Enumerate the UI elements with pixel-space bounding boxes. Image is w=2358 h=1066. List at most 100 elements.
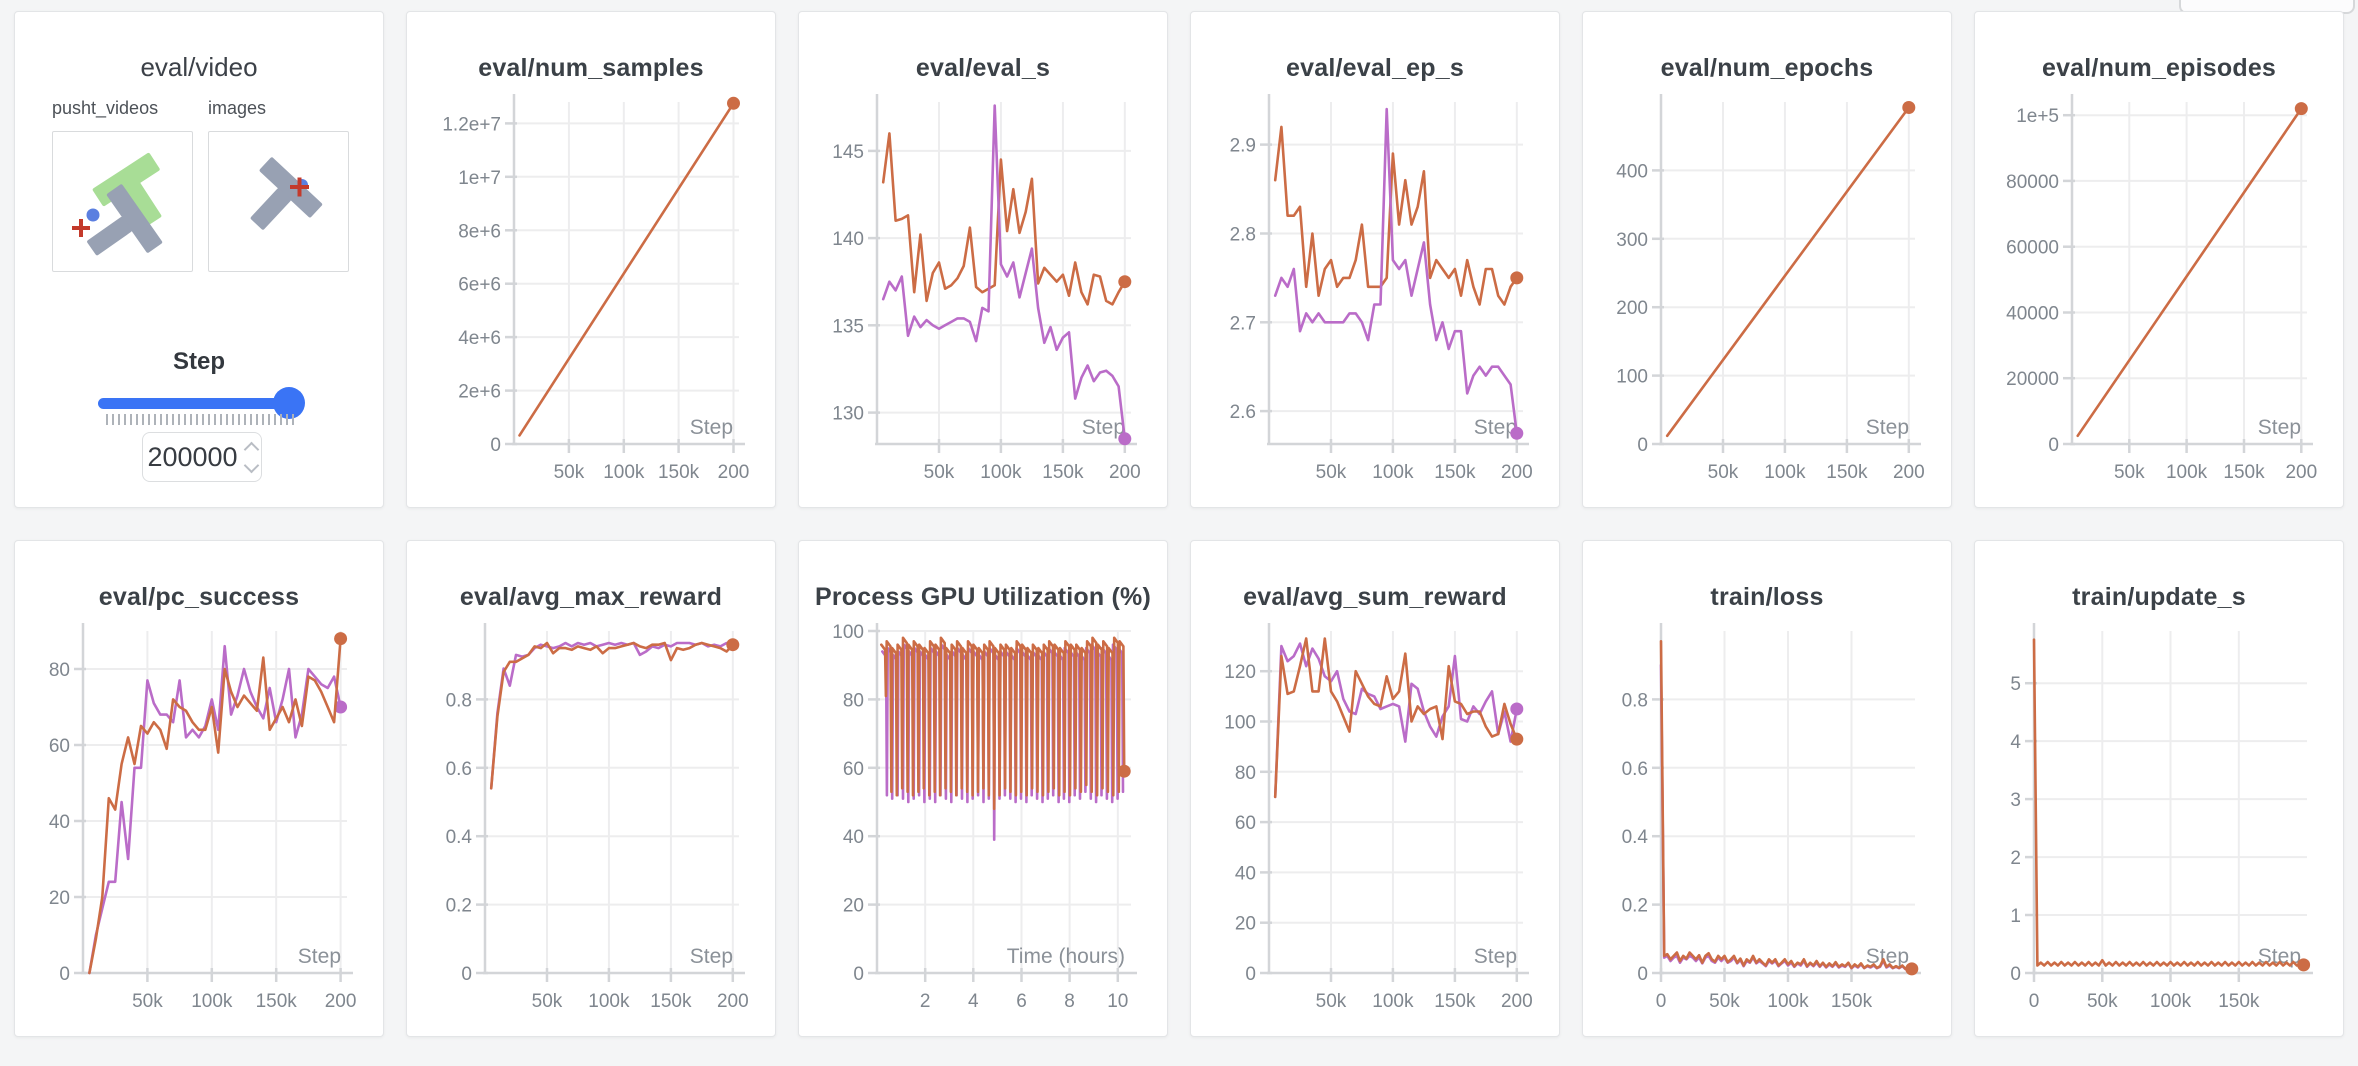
svg-text:0: 0 xyxy=(1637,964,1648,985)
chart-title: eval/num_episodes xyxy=(2041,54,2277,82)
svg-text:50k: 50k xyxy=(1316,462,1347,483)
svg-text:150k: 150k xyxy=(1831,991,1873,1012)
svg-text:100: 100 xyxy=(832,622,864,643)
svg-text:5: 5 xyxy=(2010,674,2021,695)
svg-text:0: 0 xyxy=(59,964,70,985)
chart-panel-eval-num-samples[interactable]: eval/num_samples 50k 100k 150k 200 0 2e+6 4e+6… xyxy=(406,11,776,508)
chart-panel-process-gpu-utilization[interactable]: Process GPU Utilization (%) 2 4 6 8 10 0 20 40 6… xyxy=(798,540,1168,1037)
svg-text:80: 80 xyxy=(49,660,70,681)
svg-text:50k: 50k xyxy=(2114,462,2145,483)
svg-text:100k: 100k xyxy=(2166,462,2208,483)
stepper-down-icon[interactable] xyxy=(243,457,259,473)
media-key-label: pusht_videos xyxy=(52,98,159,118)
media-key-label: images xyxy=(208,98,267,118)
svg-text:200: 200 xyxy=(2285,462,2317,483)
chart-plot: 0 50k 100k 150k 0 1 2 3 4 5 Step xyxy=(2010,623,2313,1012)
step-number-input[interactable]: 200000 xyxy=(142,432,262,482)
chart-panel-eval-num-epochs[interactable]: eval/num_epochs 50k 100k 150k 200 0 100 200 300… xyxy=(1582,11,1952,508)
chart-plot: 50k 100k 150k 200 0 20 40 60 80 Step xyxy=(49,623,356,1012)
svg-text:300: 300 xyxy=(1616,230,1648,251)
panel-eval-video[interactable]: eval/video pusht_videos images xyxy=(14,11,384,508)
video-thumbnail-pusht[interactable] xyxy=(52,131,193,272)
svg-text:4: 4 xyxy=(968,991,979,1012)
chart-panel-eval-num-episodes[interactable]: eval/num_episodes 50k 100k 150k 200 0 20000 40… xyxy=(1974,11,2344,508)
svg-text:150k: 150k xyxy=(1434,991,1476,1012)
chart-panel-train-loss[interactable]: train/loss 0 50k 100k 150k 0 0.2 0.4 0.6 0.8 Step xyxy=(1582,540,1952,1037)
svg-text:140: 140 xyxy=(832,229,864,250)
chart-plot: 50k 100k 150k 200 0 100 200 300 400 Step xyxy=(1616,94,1925,483)
svg-text:100k: 100k xyxy=(191,991,233,1012)
svg-text:8e+6: 8e+6 xyxy=(458,221,501,242)
svg-text:100k: 100k xyxy=(1764,462,1806,483)
svg-text:50k: 50k xyxy=(554,462,585,483)
chart-plot: 50k 100k 150k 200 0 20000 40000 60000 80000 1e+5 S… xyxy=(2006,94,2317,483)
svg-text:60000: 60000 xyxy=(2006,238,2059,259)
svg-text:1.2e+7: 1.2e+7 xyxy=(442,114,501,135)
chart-title: eval/eval_ep_s xyxy=(1286,54,1464,82)
stepper-up-icon[interactable] xyxy=(243,441,259,457)
svg-text:0: 0 xyxy=(2029,991,2040,1012)
svg-text:0: 0 xyxy=(2010,964,2021,985)
svg-text:10: 10 xyxy=(1107,991,1128,1012)
svg-text:2.9: 2.9 xyxy=(1230,136,1256,157)
svg-text:100k: 100k xyxy=(2150,991,2192,1012)
chart-title: train/loss xyxy=(1710,583,1824,611)
chart-panel-train-update-s[interactable]: train/update_s 0 50k 100k 150k 0 1 2 3 4 5 Step xyxy=(1974,540,2344,1037)
svg-text:80: 80 xyxy=(843,690,864,711)
svg-text:150k: 150k xyxy=(658,462,700,483)
svg-text:200: 200 xyxy=(1616,298,1648,319)
svg-text:200: 200 xyxy=(718,462,750,483)
step-slider-label: Step xyxy=(172,348,225,375)
svg-text:150k: 150k xyxy=(650,991,692,1012)
panel-grid: eval/video pusht_videos images xyxy=(14,11,2344,1037)
svg-text:Step: Step xyxy=(1474,416,1517,439)
svg-text:150k: 150k xyxy=(256,991,298,1012)
svg-text:150k: 150k xyxy=(1826,462,1868,483)
svg-text:20: 20 xyxy=(49,888,70,909)
svg-text:20: 20 xyxy=(1235,914,1256,935)
svg-text:0.2: 0.2 xyxy=(446,896,472,917)
step-slider-thumb[interactable] xyxy=(272,387,305,419)
svg-text:40: 40 xyxy=(49,812,70,833)
svg-text:50k: 50k xyxy=(1316,991,1347,1012)
svg-text:50k: 50k xyxy=(924,462,955,483)
step-slider-track[interactable] xyxy=(98,398,303,409)
chart-plot: 50k 100k 150k 200 130 135 140 145 Step xyxy=(832,94,1141,483)
svg-text:50k: 50k xyxy=(2087,991,2118,1012)
chart-panel-eval-avg-sum-reward[interactable]: eval/avg_sum_reward 50k 100k 150k 200 0 20 40 6… xyxy=(1190,540,1560,1037)
svg-text:80: 80 xyxy=(1235,763,1256,784)
chart-panel-eval-eval-ep-s[interactable]: eval/eval_ep_s 50k 100k 150k 200 2.6 2.7 2.8 2.… xyxy=(1190,11,1560,508)
svg-text:Step: Step xyxy=(1866,945,1909,968)
svg-text:400: 400 xyxy=(1616,161,1648,182)
chart-plot: 0 50k 100k 150k 0 0.2 0.4 0.6 0.8 Step xyxy=(1622,623,1921,1012)
chart-title: train/update_s xyxy=(2072,583,2246,611)
svg-text:1e+7: 1e+7 xyxy=(458,168,501,189)
svg-text:Step: Step xyxy=(1474,945,1517,968)
svg-text:0.8: 0.8 xyxy=(446,690,472,711)
svg-text:130: 130 xyxy=(832,404,864,425)
svg-text:0.2: 0.2 xyxy=(1622,896,1648,917)
chart-panel-eval-eval-s[interactable]: eval/eval_s 50k 100k 150k 200 130 135 140 145 St… xyxy=(798,11,1168,508)
svg-text:200: 200 xyxy=(1893,462,1925,483)
svg-text:Step: Step xyxy=(1866,416,1909,439)
video-thumbnail-images[interactable] xyxy=(208,131,349,272)
svg-text:40: 40 xyxy=(843,827,864,848)
svg-text:100k: 100k xyxy=(1372,991,1414,1012)
chart-panel-eval-pc-success[interactable]: eval/pc_success 50k 100k 150k 200 0 20 40 60 80 S… xyxy=(14,540,384,1037)
number-stepper[interactable] xyxy=(243,441,259,473)
svg-text:2: 2 xyxy=(2010,848,2021,869)
svg-text:100k: 100k xyxy=(1767,991,1809,1012)
chart-plot: 50k 100k 150k 200 0 20 40 60 80 100 120 Step xyxy=(1224,623,1533,1012)
chart-panel-eval-avg-max-reward[interactable]: eval/avg_max_reward 50k 100k 150k 200 0 0.2 0.… xyxy=(406,540,776,1037)
svg-text:1: 1 xyxy=(2010,906,2021,927)
svg-text:3: 3 xyxy=(2010,790,2021,811)
svg-text:0.4: 0.4 xyxy=(446,827,473,848)
svg-text:0: 0 xyxy=(2048,435,2059,456)
chart-title: eval/eval_s xyxy=(915,54,1051,82)
svg-text:2.7: 2.7 xyxy=(1230,313,1256,334)
chart-plot: 50k 100k 150k 200 0 0.2 0.4 0.6 0.8 Step xyxy=(446,623,749,1012)
svg-text:0.6: 0.6 xyxy=(446,759,472,780)
svg-text:Step: Step xyxy=(690,945,733,968)
